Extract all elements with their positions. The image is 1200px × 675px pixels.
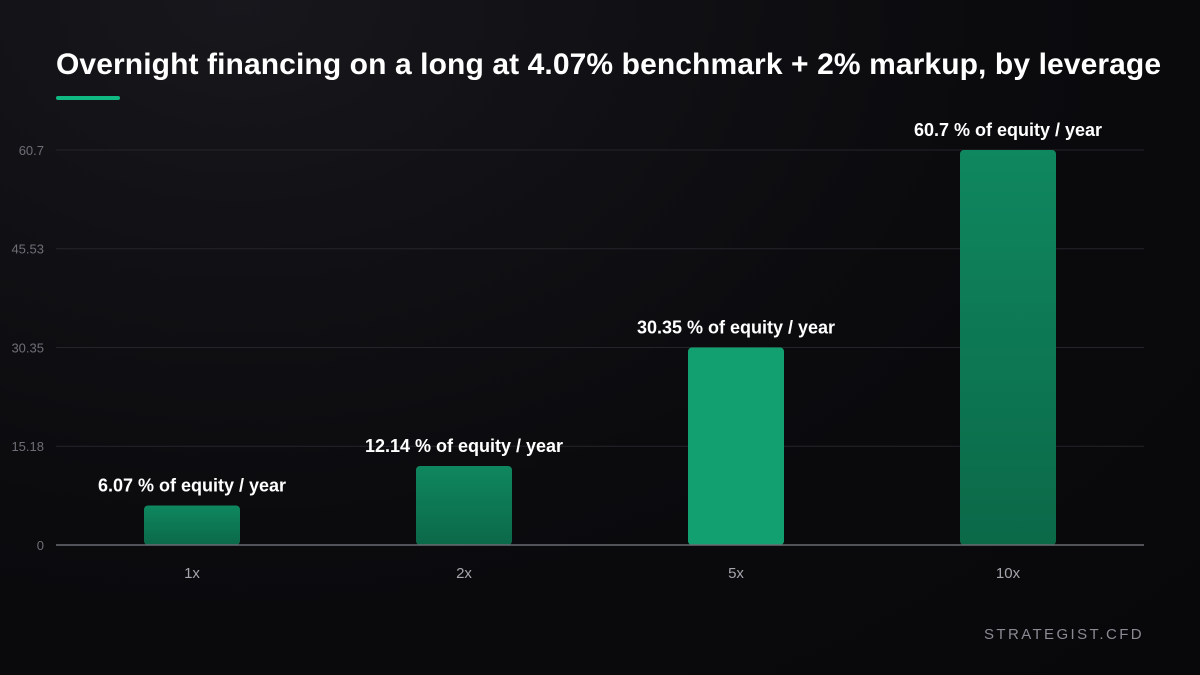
bar-value-label: 6.07 % of equity / year [98, 476, 286, 496]
bar-value-label: 30.35 % of equity / year [637, 318, 835, 338]
y-tick-label: 15.18 [11, 439, 44, 454]
chart-title: Overnight financing on a long at 4.07% b… [56, 48, 1162, 81]
bar [688, 347, 784, 545]
y-tick-label: 0 [37, 538, 44, 553]
x-category-label: 10x [996, 565, 1021, 582]
x-category-label: 5x [728, 565, 744, 582]
title-accent-bar [56, 96, 120, 100]
x-category-label: 2x [456, 565, 472, 582]
y-tick-label: 30.35 [11, 341, 44, 356]
x-category-label: 1x [184, 565, 200, 582]
bar-value-label: 12.14 % of equity / year [365, 436, 563, 456]
y-tick-label: 60.7 [19, 143, 44, 158]
brand-watermark: STRATEGIST.CFD [984, 626, 1144, 643]
bar [416, 466, 512, 545]
y-tick-label: 45.53 [11, 242, 44, 257]
bar-value-label: 60.7 % of equity / year [914, 120, 1102, 140]
bar [960, 150, 1056, 545]
bar [144, 505, 240, 545]
